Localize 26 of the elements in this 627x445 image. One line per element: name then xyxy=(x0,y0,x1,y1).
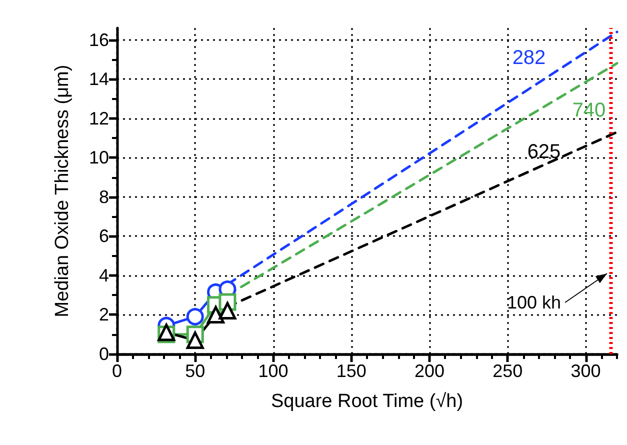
series-label: 625 xyxy=(527,141,561,164)
point xyxy=(186,308,204,326)
y-tick-label: 12 xyxy=(88,108,109,128)
point xyxy=(186,332,204,350)
x-tick-label: 50 xyxy=(185,361,206,381)
y-axis-title: Median Oxide Thickness (μm) xyxy=(52,64,73,318)
y-tick-label: 8 xyxy=(98,186,109,207)
series-label: 740 xyxy=(572,99,606,122)
x-tick-label: 150 xyxy=(336,361,366,381)
point xyxy=(218,302,236,320)
ref-line-label: 100 kh xyxy=(507,292,562,312)
y-tick-label: 14 xyxy=(88,69,109,90)
y-tick-label: 16 xyxy=(88,30,109,50)
x-tick-label: 0 xyxy=(112,361,122,381)
x-tick-label: 300 xyxy=(570,361,601,381)
x-tick-label: 100 xyxy=(258,361,288,381)
x-tick-label: 250 xyxy=(492,361,523,381)
point xyxy=(207,306,224,324)
x-tick-label: 200 xyxy=(414,361,445,381)
y-tick-label: 6 xyxy=(98,226,109,246)
y-tick-label: 4 xyxy=(98,265,109,286)
x-axis-title: Square Root Time (√h) xyxy=(270,391,464,412)
y-tick-label: 2 xyxy=(98,304,109,325)
y-tick-label: 10 xyxy=(88,148,109,168)
y-tick-label: 0 xyxy=(98,344,109,364)
series-label: 282 xyxy=(512,46,546,69)
